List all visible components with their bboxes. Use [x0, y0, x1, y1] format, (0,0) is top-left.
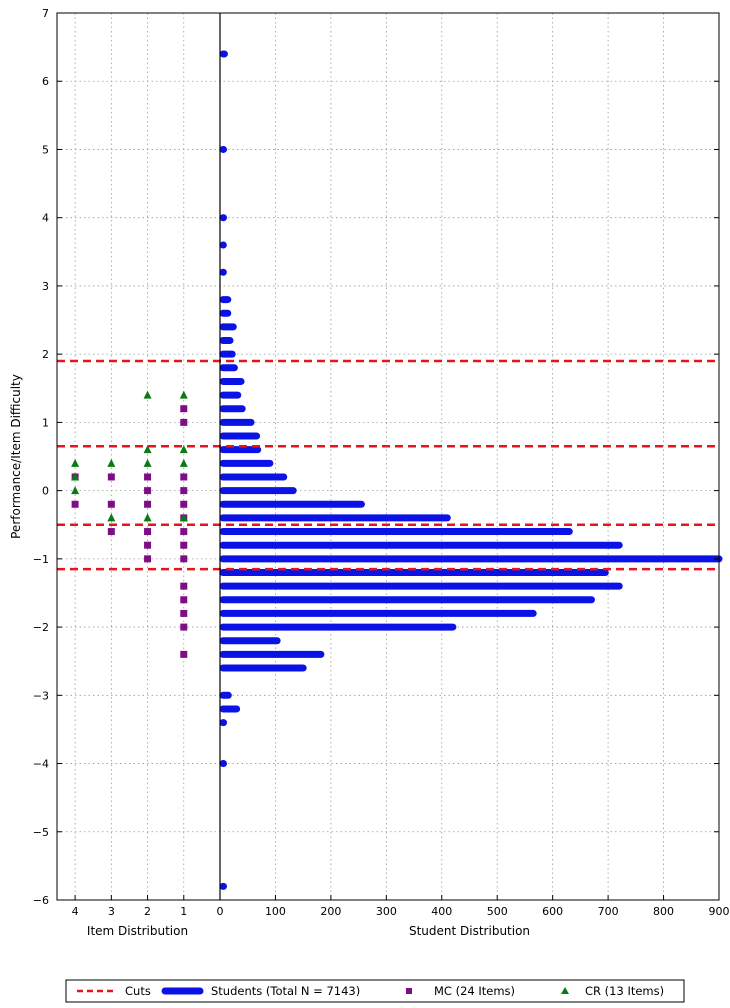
mc-item-marker — [180, 650, 188, 658]
y-axis-title: Performance/Item Difficulty — [9, 374, 23, 539]
student-x-tick-label: 200 — [320, 905, 341, 918]
cr-item-marker — [179, 513, 188, 522]
student-bars-layer — [219, 50, 723, 890]
student-x-tick-label: 700 — [598, 905, 619, 918]
cr-item-marker — [143, 458, 152, 467]
y-tick-label: 5 — [42, 143, 49, 156]
y-tick-label: −2 — [33, 621, 49, 634]
cr-item-marker — [179, 390, 188, 399]
cut-lines-layer — [57, 359, 719, 571]
legend: Cuts Students (Total N = 7143) MC (24 It… — [65, 979, 685, 1003]
item-points-layer — [71, 390, 188, 658]
student-distribution-axis-title: Student Distribution — [409, 924, 530, 938]
student-x-tick-label: 100 — [265, 905, 286, 918]
item-x-tick-label: 4 — [72, 905, 79, 918]
student-x-tick-label: 600 — [542, 905, 563, 918]
mc-item-marker — [144, 473, 152, 481]
mc-item-marker — [144, 500, 152, 508]
mc-item-marker — [180, 528, 188, 536]
y-tick-label: 4 — [42, 212, 49, 225]
mc-item-marker — [71, 500, 79, 508]
student-x-tick-label: 400 — [431, 905, 452, 918]
mc-item-marker — [180, 541, 188, 549]
item-x-tick-label: 3 — [108, 905, 115, 918]
mc-item-marker — [107, 528, 115, 536]
grid-layer — [57, 13, 719, 900]
cr-item-marker — [143, 513, 152, 522]
legend-cr-swatch — [561, 987, 569, 994]
mc-item-marker — [107, 473, 115, 481]
cr-item-marker — [107, 513, 116, 522]
student-x-tick-label: 900 — [709, 905, 730, 918]
cr-item-marker — [143, 390, 152, 399]
mc-item-marker — [107, 500, 115, 508]
mc-item-marker — [144, 487, 152, 495]
cr-item-marker — [107, 458, 116, 467]
legend-cr-label: CR (13 Items) — [585, 984, 664, 998]
y-tick-label: −4 — [33, 758, 49, 771]
y-tick-label: −1 — [33, 553, 49, 566]
legend-mc-swatch — [406, 988, 412, 994]
mc-item-marker — [144, 555, 152, 563]
student-x-tick-label: 800 — [653, 905, 674, 918]
student-x-tick-label: 0 — [217, 905, 224, 918]
item-x-tick-label: 2 — [144, 905, 151, 918]
student-x-tick-label: 300 — [376, 905, 397, 918]
cr-item-marker — [143, 445, 152, 454]
cr-item-marker — [71, 472, 80, 481]
ticks-layer: −6 −5 −4 −3 −2 −1 0 1 2 3 4 5 6 7 4 3 2 1 0 100 200 300 400 500… — [33, 7, 730, 918]
y-tick-label: 1 — [42, 416, 49, 429]
cr-item-marker — [179, 445, 188, 454]
plot-frame — [56, 12, 720, 901]
mc-item-marker — [144, 528, 152, 536]
cr-item-marker — [179, 458, 188, 467]
legend-students-label: Students (Total N = 7143) — [211, 984, 360, 998]
y-tick-label: −6 — [33, 894, 49, 907]
y-tick-label: −3 — [33, 689, 49, 702]
mc-item-marker — [180, 555, 188, 563]
mc-item-marker — [180, 596, 188, 604]
mc-item-marker — [180, 609, 188, 617]
item-distribution-axis-title: Item Distribution — [87, 924, 188, 938]
item-x-tick-label: 1 — [180, 905, 187, 918]
legend-cuts-label: Cuts — [125, 984, 151, 998]
mc-item-marker — [180, 405, 188, 413]
mc-item-marker — [180, 487, 188, 495]
y-tick-label: −5 — [33, 826, 49, 839]
legend-box — [65, 979, 685, 1003]
mc-item-marker — [180, 582, 188, 590]
mc-item-marker — [180, 418, 188, 426]
cr-item-marker — [71, 458, 80, 467]
y-tick-label: 2 — [42, 348, 49, 361]
mc-item-marker — [180, 473, 188, 481]
legend-mc-label: MC (24 Items) — [434, 984, 515, 998]
student-x-tick-label: 500 — [487, 905, 508, 918]
y-tick-label: 3 — [42, 280, 49, 293]
cr-item-marker — [71, 486, 80, 495]
mc-item-marker — [180, 500, 188, 508]
mc-item-marker — [180, 623, 188, 631]
mc-item-marker — [144, 541, 152, 549]
y-tick-label: 7 — [42, 7, 49, 20]
y-tick-label: 6 — [42, 75, 49, 88]
y-tick-label: 0 — [42, 485, 49, 498]
